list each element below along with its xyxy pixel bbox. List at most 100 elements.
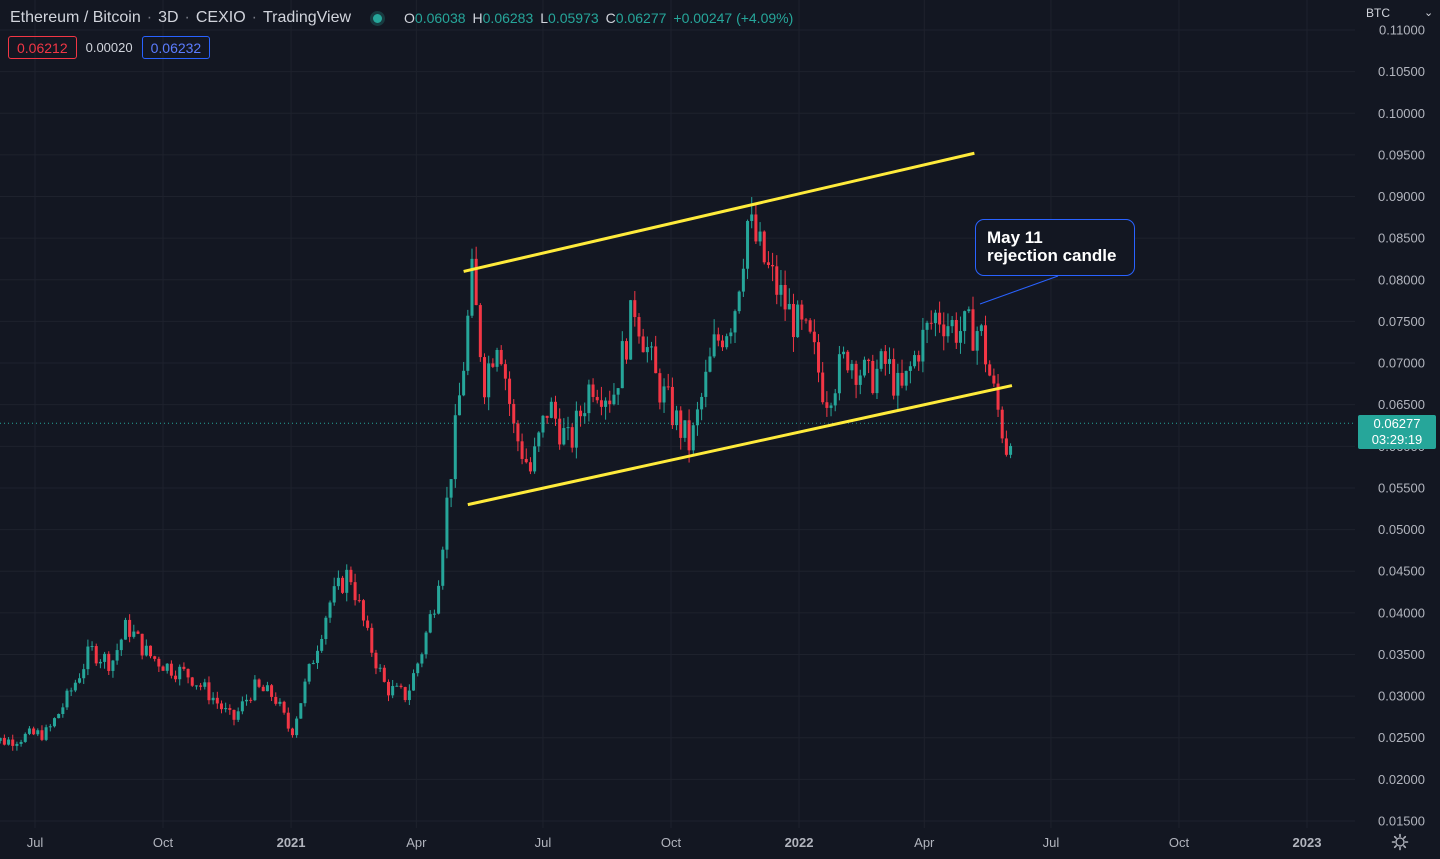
- candle-body: [975, 331, 979, 351]
- candle-body: [40, 730, 44, 740]
- candle-body: [541, 415, 545, 433]
- candle-body: [378, 667, 382, 669]
- candle-body: [503, 364, 507, 379]
- price-tick-label: 0.04000: [1378, 605, 1425, 620]
- candle-body: [161, 666, 165, 671]
- annotation-callout[interactable]: May 11 rejection candle: [975, 219, 1135, 276]
- high-label: H: [472, 10, 483, 26]
- candle-body: [516, 423, 520, 442]
- candle-body: [115, 650, 119, 661]
- candle-body: [829, 405, 833, 408]
- candle-body: [1004, 438, 1008, 455]
- candle-body: [249, 699, 253, 701]
- candle-body: [645, 347, 649, 353]
- candle-body: [858, 375, 862, 385]
- candle-body: [896, 372, 900, 396]
- gear-icon[interactable]: [1391, 833, 1409, 851]
- candle-body: [583, 413, 587, 417]
- candlestick-series: [0, 197, 1013, 751]
- candle-body: [804, 319, 808, 321]
- candle-body: [733, 311, 737, 333]
- sell-price-button[interactable]: 0.06212: [8, 36, 77, 59]
- candle-body: [32, 728, 36, 735]
- candle-body: [595, 396, 599, 401]
- candle-body: [612, 394, 616, 405]
- candle-body: [61, 707, 65, 715]
- candle-body: [942, 324, 946, 337]
- candle-body: [78, 678, 82, 683]
- candle-body: [825, 402, 829, 408]
- price-tick-label: 0.02500: [1378, 730, 1425, 745]
- candle-body: [111, 660, 115, 671]
- interval-label[interactable]: 3D: [158, 9, 179, 26]
- candle-body: [349, 569, 353, 583]
- close-label: C: [605, 10, 616, 26]
- legend-separator: ·: [251, 9, 257, 26]
- currency-dropdown[interactable]: BTC ⌄: [1366, 6, 1433, 20]
- candle-body: [487, 363, 491, 398]
- candle-body: [883, 351, 887, 364]
- candle-body: [11, 739, 15, 746]
- change-value: +0.00247 (+4.09%): [673, 10, 794, 26]
- close-value: 0.06277: [615, 10, 667, 26]
- candle-body: [132, 631, 136, 637]
- last-price-value: 0.06277: [1373, 416, 1421, 431]
- buy-price-button[interactable]: 0.06232: [141, 36, 211, 59]
- candle-body: [875, 368, 879, 394]
- candle-body: [65, 690, 69, 708]
- candle-body: [988, 364, 992, 376]
- candle-body: [812, 331, 816, 343]
- candle-body: [257, 679, 261, 687]
- candle-body: [566, 427, 570, 429]
- candle-body: [599, 400, 603, 407]
- candle-body: [491, 363, 495, 367]
- symbol-name[interactable]: Ethereum / Bitcoin: [10, 9, 141, 26]
- candle-body: [345, 569, 349, 593]
- candle-body: [771, 264, 775, 267]
- open-label: O: [404, 10, 415, 26]
- candle-body: [23, 733, 27, 742]
- candle-body: [967, 309, 971, 312]
- candle-body: [779, 284, 783, 295]
- candle-body: [240, 701, 244, 712]
- candle-body: [729, 332, 733, 337]
- price-tick-label: 0.02000: [1378, 772, 1425, 787]
- candle-body: [608, 400, 612, 405]
- candle-body: [720, 340, 724, 348]
- candle-body: [2, 737, 6, 745]
- candle-body: [278, 701, 282, 704]
- candle-body: [520, 441, 524, 459]
- currency-label: BTC: [1366, 6, 1390, 20]
- candle-body: [236, 711, 240, 720]
- candle-body: [428, 614, 432, 633]
- market-status-icon[interactable]: [373, 13, 383, 23]
- candle-body: [691, 425, 695, 451]
- chart-grid: [0, 0, 1355, 828]
- candle-body: [499, 349, 503, 365]
- candle-body: [165, 663, 169, 671]
- candle-body: [361, 600, 365, 621]
- candle-body: [892, 359, 896, 396]
- candle-body: [549, 401, 553, 418]
- candle-body: [299, 703, 303, 719]
- time-tick-label: 2023: [1293, 835, 1322, 850]
- candle-body: [871, 360, 875, 394]
- quote-boxes: 0.06212 0.00020 0.06232: [8, 36, 211, 59]
- last-price-label: 0.06277 03:29:19: [1358, 415, 1436, 449]
- candle-body: [512, 403, 516, 424]
- candle-body: [94, 646, 98, 664]
- candle-body: [424, 632, 428, 655]
- candle-body: [654, 346, 658, 374]
- candle-body: [750, 214, 754, 221]
- time-tick-label: 2021: [277, 835, 306, 850]
- candle-body: [457, 395, 461, 416]
- candle-body: [73, 682, 77, 691]
- candle-body: [833, 393, 837, 406]
- candle-body: [958, 331, 962, 343]
- candle-body: [737, 291, 741, 312]
- chart-legend: Ethereum / Bitcoin · 3D · CEXIO · Tradin…: [10, 8, 800, 28]
- candle-body: [679, 410, 683, 438]
- time-tick-label: Oct: [153, 835, 174, 850]
- candle-body: [741, 268, 745, 292]
